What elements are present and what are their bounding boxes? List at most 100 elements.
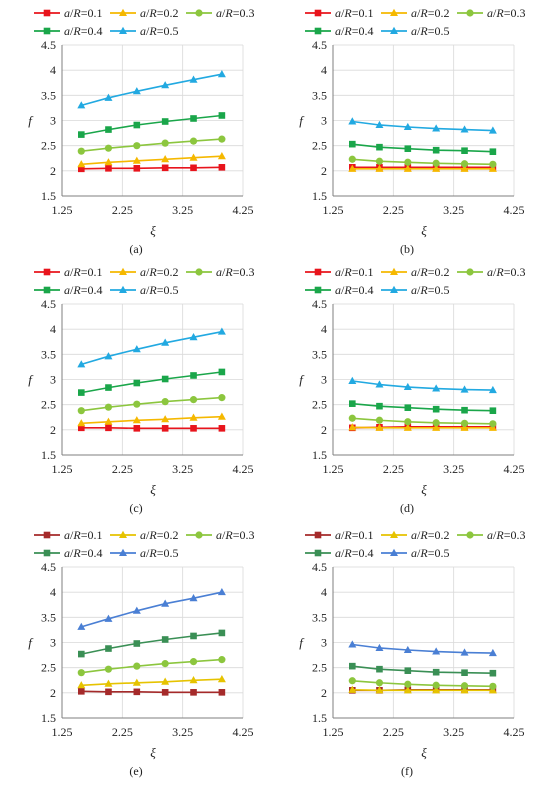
legend-swatch-marker	[314, 27, 322, 35]
legend-swatch-marker	[195, 9, 203, 17]
data-point	[133, 688, 141, 696]
series-line	[81, 166, 222, 170]
panel-caption: (a)	[129, 242, 142, 256]
series-line	[352, 643, 493, 654]
legend-swatch-marker	[43, 9, 51, 17]
data-point	[432, 405, 440, 413]
y-tick-label: 4	[321, 585, 327, 599]
data-point	[190, 372, 197, 379]
y-tick-label: 2.5	[41, 398, 56, 412]
series-line	[352, 417, 493, 425]
data-point	[218, 164, 226, 171]
y-tick-label: 4.5	[312, 297, 327, 311]
panel-f: 1.5 2 2.5 3 3.5 4 4.5 1.25 2.25 3.25 4.25 f ξ (f) a/R=…	[299, 528, 525, 778]
legend-swatch-marker	[119, 267, 127, 275]
data-point	[375, 416, 384, 424]
series-line	[81, 658, 222, 674]
data-point	[403, 423, 412, 431]
data-point	[375, 423, 384, 431]
data-point	[161, 689, 169, 696]
y-tick-label: 3.5	[312, 347, 327, 361]
y-tick-label: 3	[50, 373, 56, 387]
panel-caption: (d)	[400, 501, 414, 515]
legend-label: a/R=0.2	[140, 265, 178, 279]
legend-label: a/R=0.4	[64, 546, 102, 560]
legend-label: a/R=0.3	[487, 6, 525, 20]
y-tick-label: 2	[321, 164, 327, 178]
data-point	[105, 165, 112, 172]
data-point	[348, 414, 356, 422]
x-tick-label: 1.25	[323, 203, 344, 217]
legend-swatch-marker	[119, 530, 127, 538]
y-axis-label: f	[28, 635, 34, 650]
x-tick-label: 3.25	[172, 725, 193, 739]
data-point	[161, 425, 169, 432]
data-point	[133, 662, 141, 670]
data-point	[104, 614, 113, 622]
data-point	[432, 668, 440, 676]
x-tick-label: 3.25	[172, 203, 193, 217]
data-point	[404, 158, 412, 166]
data-point	[161, 599, 170, 607]
y-tick-label: 1.5	[41, 711, 56, 725]
y-tick-label: 4	[321, 63, 327, 77]
data-point	[104, 679, 113, 687]
legend-label: a/R=0.5	[140, 546, 178, 560]
legend-swatch-marker	[314, 9, 322, 17]
data-point	[461, 406, 468, 414]
y-tick-label: 2.5	[41, 661, 56, 675]
legend-swatch-marker	[119, 548, 127, 556]
data-point	[189, 676, 198, 684]
legend-swatch-marker	[119, 285, 127, 293]
data-point	[375, 164, 384, 172]
data-point	[488, 164, 497, 172]
data-point	[77, 669, 85, 677]
data-point	[432, 647, 441, 655]
legend-swatch-marker	[390, 285, 398, 293]
data-point	[218, 689, 226, 696]
y-tick-label: 2	[321, 686, 327, 700]
data-point	[217, 412, 226, 420]
data-point	[190, 632, 197, 640]
x-axis-label: ξ	[150, 223, 156, 238]
data-point	[132, 345, 141, 353]
data-point	[161, 375, 169, 383]
y-tick-label: 3.5	[41, 88, 56, 102]
data-point	[432, 146, 440, 154]
y-tick-label: 4.5	[312, 560, 327, 574]
y-tick-label: 1.5	[41, 448, 56, 462]
data-point	[375, 120, 384, 129]
legend-label: a/R=0.4	[335, 546, 373, 560]
data-point	[432, 159, 440, 167]
y-tick-label: 2	[321, 423, 327, 437]
data-point	[488, 126, 497, 134]
data-point	[404, 680, 412, 688]
data-point	[189, 396, 198, 404]
series-line	[352, 120, 493, 132]
data-point	[432, 124, 441, 132]
data-point	[460, 423, 469, 431]
data-point	[133, 121, 141, 129]
series-line	[81, 330, 223, 366]
legend-label: a/R=0.5	[411, 546, 449, 560]
legend-label: a/R=0.5	[411, 283, 449, 297]
data-point	[489, 148, 497, 156]
data-point	[77, 360, 86, 368]
data-point	[217, 675, 226, 683]
data-point	[460, 160, 469, 168]
legend-label: a/R=0.5	[140, 283, 178, 297]
panel-a: 1.5 2 2.5 3 3.5 4 4.5 1.25 2.25 3.25 4.25 f ξ (a) a/R=…	[28, 6, 254, 256]
x-tick-label: 3.25	[172, 462, 193, 476]
data-point	[218, 112, 226, 119]
data-point	[460, 686, 469, 694]
series-line	[352, 426, 493, 429]
x-axis-label: ξ	[150, 482, 156, 497]
data-point	[488, 648, 497, 657]
legend-label: a/R=0.1	[335, 528, 373, 542]
x-tick-label: 4.25	[504, 203, 525, 217]
y-tick-label: 2.5	[41, 139, 56, 153]
data-point	[78, 165, 85, 173]
data-point	[77, 419, 86, 427]
